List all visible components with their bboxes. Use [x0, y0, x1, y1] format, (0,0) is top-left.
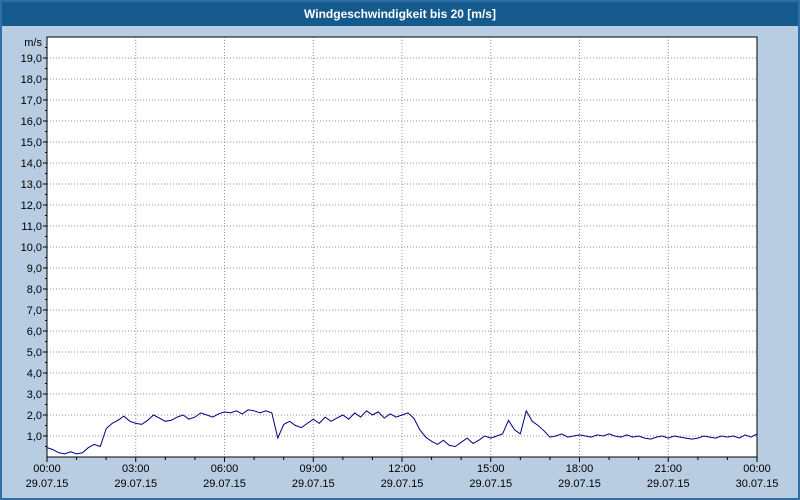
x-tick-time-label: 21:00 [654, 463, 682, 475]
x-tick-time-label: 15:00 [477, 463, 505, 475]
x-tick-time-label: 00:00 [743, 463, 771, 475]
x-tick-date-label: 29.07.15 [26, 478, 69, 490]
x-tick-date-label: 29.07.15 [114, 478, 157, 490]
title-bar: Windgeschwindigkeit bis 20 [m/s] [2, 2, 798, 26]
y-axis-unit-label: m/s [24, 37, 42, 49]
x-tick-date-label: 29.07.15 [647, 478, 690, 490]
y-tick-label: 12,0 [21, 200, 42, 212]
y-tick-label: 15,0 [21, 137, 42, 149]
y-tick-label: 17,0 [21, 95, 42, 107]
chart-title: Windgeschwindigkeit bis 20 [m/s] [304, 7, 496, 21]
y-tick-label: 8,0 [27, 284, 42, 296]
x-tick-time-label: 00:00 [33, 463, 61, 475]
x-tick-time-label: 18:00 [566, 463, 594, 475]
x-tick-time-label: 06:00 [211, 463, 239, 475]
y-tick-label: 9,0 [27, 263, 42, 275]
y-tick-label: 14,0 [21, 158, 42, 170]
x-tick-time-label: 12:00 [388, 463, 416, 475]
y-tick-label: 7,0 [27, 305, 42, 317]
y-tick-label: 16,0 [21, 116, 42, 128]
y-tick-label: 10,0 [21, 242, 42, 254]
y-tick-label: 11,0 [21, 221, 42, 233]
y-tick-label: 19,0 [21, 53, 42, 65]
y-tick-label: 3,0 [27, 389, 42, 401]
y-tick-label: 6,0 [27, 326, 42, 338]
y-tick-label: 4,0 [27, 368, 42, 380]
x-tick-date-label: 30.07.15 [736, 478, 779, 490]
wind-speed-line [46, 409, 758, 455]
x-tick-time-label: 03:00 [122, 463, 150, 475]
x-tick-date-label: 29.07.15 [203, 478, 246, 490]
x-tick-date-label: 29.07.15 [558, 478, 601, 490]
x-tick-date-label: 29.07.15 [381, 478, 424, 490]
y-tick-label: 1,0 [27, 431, 42, 443]
y-tick-label: 5,0 [27, 347, 42, 359]
x-tick-date-label: 29.07.15 [469, 478, 512, 490]
y-tick-label: 18,0 [21, 74, 42, 86]
y-tick-label: 2,0 [27, 410, 42, 422]
wind-speed-chart: m/s 1,0 2,0 3,0 4,0 5,0 6,0 7,0 8,0 9,0 10,0 11,0 12… [21, 36, 779, 490]
x-tick-date-label: 29.07.15 [292, 478, 335, 490]
x-tick-time-label: 09:00 [299, 463, 327, 475]
y-tick-label: 13,0 [21, 179, 42, 191]
